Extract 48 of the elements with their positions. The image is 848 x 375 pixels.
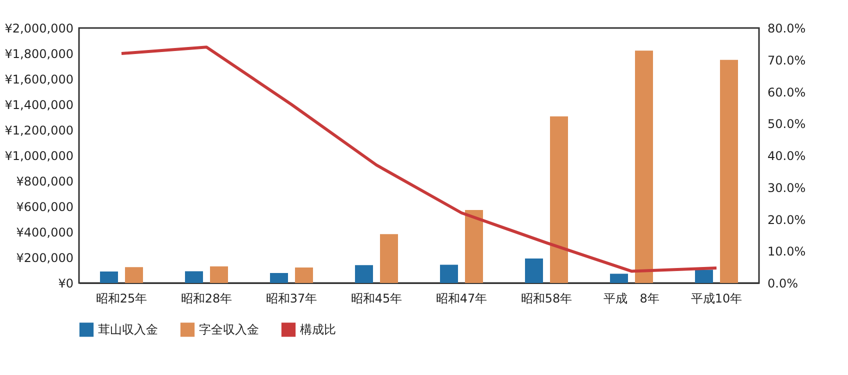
- legend-label: 構成比: [300, 322, 336, 337]
- y-tick-label: ¥600,000: [16, 200, 74, 214]
- bar: [270, 273, 288, 283]
- x-tick-label: 昭和25年: [96, 292, 148, 306]
- bar: [185, 271, 203, 283]
- bar: [525, 258, 543, 283]
- y2-tick-label: 70.0%: [768, 53, 806, 68]
- legend-label: 茸山収入金: [98, 322, 158, 337]
- bar: [355, 265, 373, 283]
- x-tick-label: 昭和45年: [350, 292, 402, 306]
- bar: [380, 234, 398, 283]
- bar: [210, 266, 228, 283]
- bar: [100, 272, 118, 283]
- y2-tick-label: 60.0%: [768, 85, 806, 100]
- y2-tick-label: 50.0%: [768, 117, 806, 132]
- y2-tick-label: 20.0%: [768, 212, 806, 227]
- bar: [550, 116, 568, 283]
- x-tick-label: 昭和58年: [520, 292, 572, 306]
- bar: [720, 60, 738, 283]
- x-tick-label: 昭和28年: [180, 292, 232, 306]
- y-tick-label: ¥1,400,000: [4, 98, 74, 112]
- x-tick-label: 昭和37年: [266, 292, 318, 306]
- y-tick-label: ¥1,000,000: [4, 149, 74, 163]
- y2-tick-label: 40.0%: [768, 149, 806, 163]
- y-tick-label: ¥2,000,000: [4, 22, 74, 36]
- bar: [695, 270, 713, 283]
- x-tick-label: 平成 8年: [604, 292, 660, 306]
- y-tick-label: ¥0: [58, 276, 74, 290]
- bar: [610, 274, 628, 283]
- bar: [440, 264, 458, 283]
- y-tick-label: ¥1,800,000: [4, 47, 74, 61]
- bar: [465, 210, 483, 283]
- bar: [125, 267, 143, 283]
- y2-tick-label: 30.0%: [768, 180, 806, 195]
- y2-tick-label: 0.0%: [768, 276, 798, 290]
- line-series: [120, 46, 718, 273]
- y2-tick-label: 80.0%: [768, 22, 806, 36]
- bar: [295, 267, 313, 283]
- y-tick-label: ¥1,200,000: [4, 124, 74, 138]
- y-tick-label: ¥800,000: [16, 174, 74, 188]
- y2-tick-label: 10.0%: [768, 244, 806, 259]
- x-tick-label: 平成10年: [690, 292, 742, 306]
- bar: [635, 50, 653, 283]
- x-tick-label: 昭和47年: [436, 292, 488, 306]
- y-tick-label: ¥1,600,000: [4, 72, 74, 86]
- legend-label: 字全収入金: [199, 322, 259, 337]
- y-tick-label: ¥400,000: [16, 226, 74, 240]
- y-tick-label: ¥200,000: [16, 251, 74, 265]
